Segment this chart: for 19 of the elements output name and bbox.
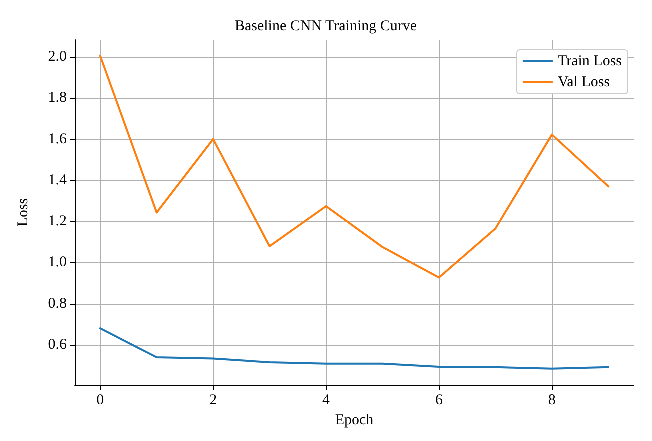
x-tick-label: 4 [322,392,331,409]
y-tick-label: 0.6 [48,336,68,353]
x-tick-label: 8 [548,392,556,409]
x-tick-label: 6 [435,392,444,409]
y-tick-label: 1.6 [48,131,68,148]
legend-label: Val Loss [558,74,610,90]
x-axis-title: Epoch [335,412,374,428]
y-tick-label: 0.8 [48,296,67,312]
line-series [99,328,610,370]
y-tick-label: 1.0 [48,254,67,271]
y-tick-label: 1.8 [48,90,67,106]
y-tick-label: 1.4 [48,172,68,188]
y-tick-label: 2.0 [48,49,67,66]
y-tick-label: 1.2 [48,214,67,230]
x-tick-label: 2 [210,392,218,409]
x-tick-label: 0 [96,392,104,409]
y-axis-title: Loss [16,198,32,227]
chart-title: Baseline CNN Training Curve [234,18,418,34]
legend-label: Train Loss [558,54,622,70]
